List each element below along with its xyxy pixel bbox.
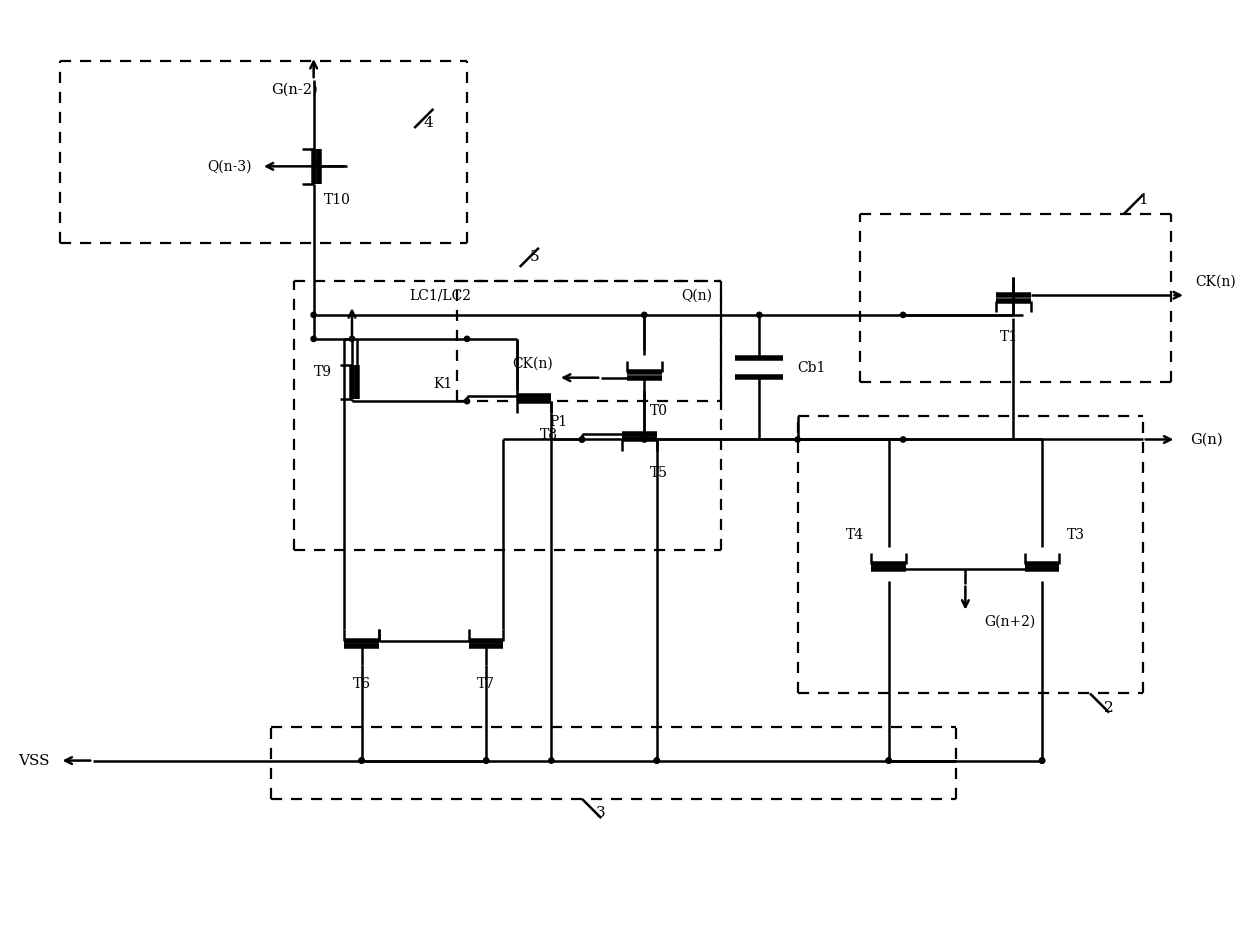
Circle shape	[484, 758, 489, 763]
Circle shape	[641, 437, 647, 442]
Text: P1: P1	[549, 415, 568, 429]
Text: T4: T4	[846, 528, 864, 542]
Circle shape	[655, 758, 660, 763]
Circle shape	[579, 437, 584, 442]
Text: T9: T9	[314, 365, 332, 379]
Text: T7: T7	[477, 677, 495, 691]
Text: 5: 5	[529, 250, 539, 264]
Circle shape	[464, 398, 470, 404]
Circle shape	[655, 758, 660, 763]
Circle shape	[311, 337, 316, 341]
Text: G(n-2): G(n-2)	[272, 82, 317, 97]
Text: G(n+2): G(n+2)	[985, 615, 1035, 629]
Text: 2: 2	[1105, 701, 1114, 715]
Text: Cb1: Cb1	[797, 360, 826, 374]
Text: CK(n): CK(n)	[1195, 274, 1236, 288]
Text: Q(n): Q(n)	[682, 289, 713, 302]
Text: K1: K1	[433, 377, 453, 391]
Circle shape	[1039, 758, 1044, 763]
Text: T8: T8	[539, 428, 558, 442]
Circle shape	[887, 758, 892, 763]
Text: CK(n): CK(n)	[512, 356, 553, 371]
Circle shape	[358, 758, 365, 763]
Circle shape	[358, 758, 365, 763]
Circle shape	[887, 758, 892, 763]
Circle shape	[350, 337, 355, 341]
Circle shape	[795, 437, 800, 442]
Text: Q(n-3): Q(n-3)	[207, 159, 252, 173]
Circle shape	[1039, 758, 1044, 763]
Text: T5: T5	[650, 466, 667, 480]
Text: G(n): G(n)	[1190, 432, 1223, 447]
Circle shape	[311, 312, 316, 318]
Text: T3: T3	[1066, 528, 1085, 542]
Circle shape	[579, 437, 584, 442]
Text: LC1/LC2: LC1/LC2	[409, 289, 471, 302]
Circle shape	[900, 437, 905, 442]
Text: VSS: VSS	[19, 754, 50, 768]
Text: 1: 1	[1138, 192, 1147, 207]
Text: 4: 4	[424, 117, 434, 130]
Text: T10: T10	[324, 192, 351, 207]
Circle shape	[549, 758, 554, 763]
Circle shape	[641, 312, 647, 318]
Circle shape	[484, 758, 489, 763]
Circle shape	[900, 312, 905, 318]
Text: T0: T0	[650, 404, 667, 418]
Text: T6: T6	[352, 677, 371, 691]
Circle shape	[756, 312, 761, 318]
Text: T1: T1	[999, 330, 1018, 344]
Circle shape	[464, 337, 470, 341]
Text: 3: 3	[596, 807, 606, 820]
